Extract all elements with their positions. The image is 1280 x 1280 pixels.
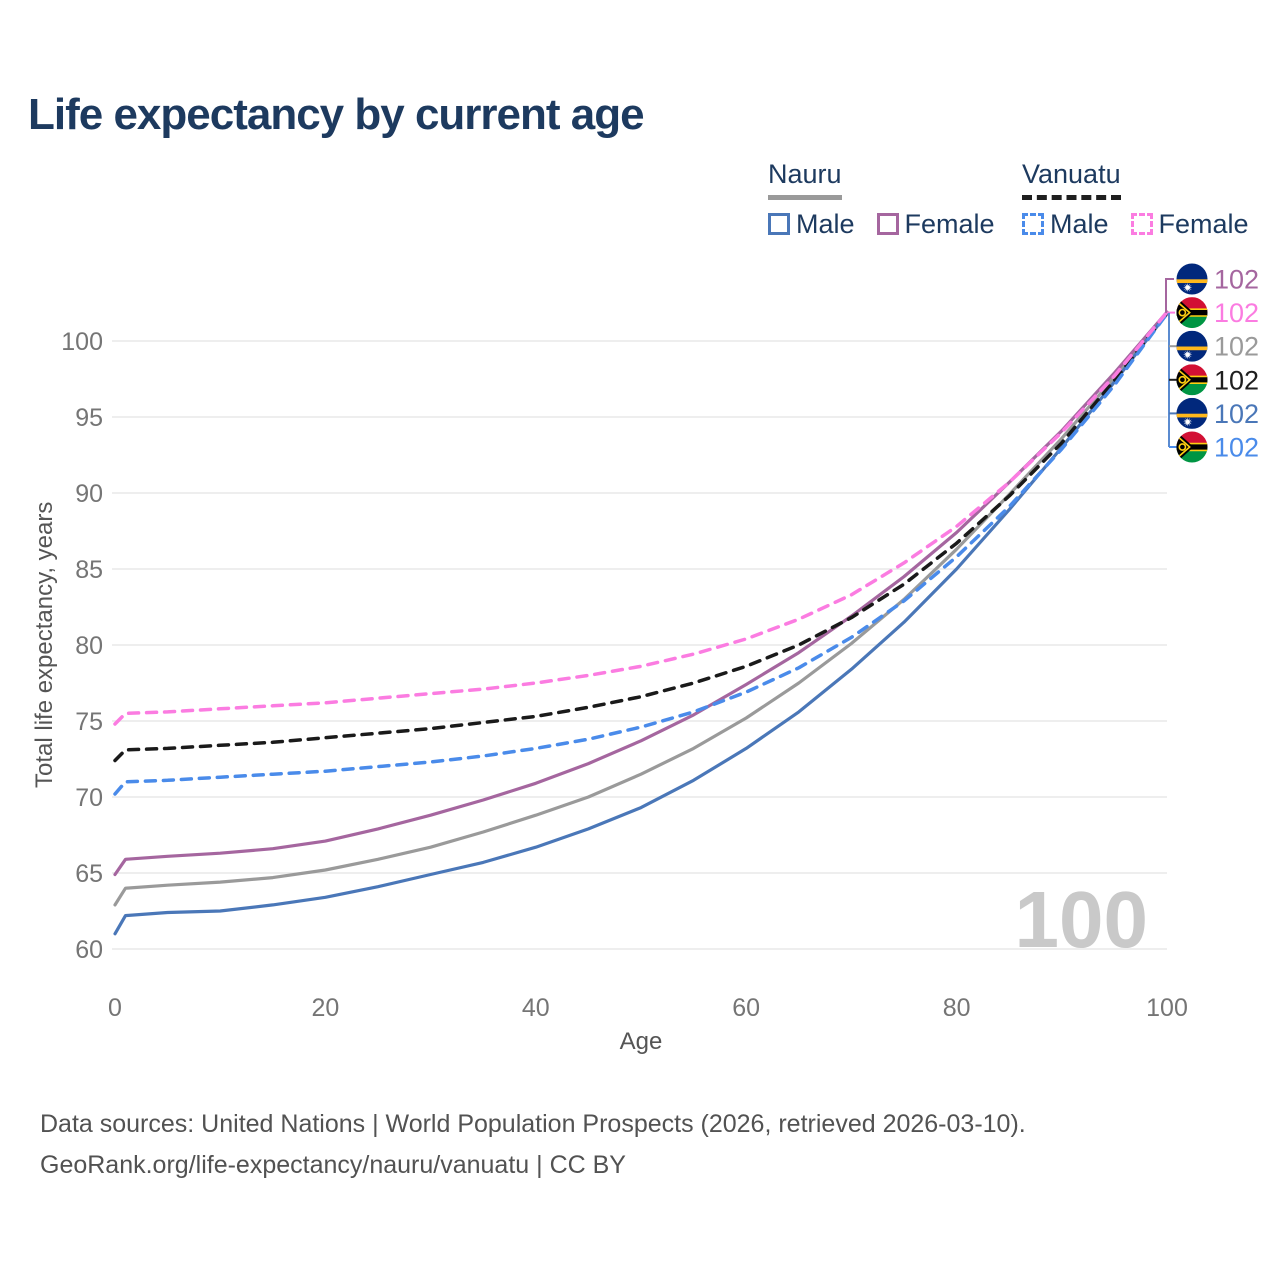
y-tick-label: 60 [75, 936, 103, 964]
end-label-value: 102 [1214, 332, 1259, 362]
y-tick-label: 70 [75, 784, 103, 812]
vanuatu-flag-icon [1176, 297, 1208, 329]
footer: Data sources: United Nations | World Pop… [40, 1104, 1026, 1185]
legend-item-vanuatu-female[interactable]: Female [1130, 208, 1249, 240]
y-tick-label: 90 [75, 480, 103, 508]
legend-item-label: Female [904, 208, 995, 239]
vanuatu-flag-icon [1176, 364, 1208, 396]
nauru-flag-icon [1176, 330, 1208, 362]
x-tick-label: 40 [522, 994, 550, 1022]
series-nauru-male [113, 312, 1169, 936]
legend-country-nauru[interactable]: Nauru [768, 159, 842, 200]
series-nauru-female [113, 310, 1169, 877]
y-tick-label: 95 [75, 404, 103, 432]
series-vanuatu-total [113, 311, 1169, 763]
page-title: Life expectancy by current age [28, 90, 645, 139]
legend-item-nauru-female[interactable]: Female [876, 208, 995, 240]
leader-line [1165, 278, 1174, 313]
vanuatu-male-swatch-icon [1022, 213, 1044, 236]
nauru-male-swatch-icon [768, 213, 790, 236]
legend-item-label: Male [796, 208, 855, 239]
series-vanuatu-female [113, 310, 1169, 726]
vanuatu-flag-icon [1176, 431, 1208, 463]
y-tick-label: 80 [75, 632, 103, 660]
vanuatu-female-swatch-icon [1130, 213, 1153, 236]
x-tick-label: 100 [1146, 994, 1188, 1022]
end-label-value: 102 [1214, 399, 1259, 429]
nauru-flag-icon [1176, 263, 1208, 295]
end-label-row-nauru-total: 102 [1176, 330, 1259, 362]
end-label-value: 102 [1214, 433, 1259, 463]
series-vanuatu-male [113, 311, 1169, 796]
nauru-female-swatch-icon [876, 213, 899, 236]
y-tick-label: 75 [75, 708, 103, 736]
footer-source-url: GeoRank.org/life-expectancy/nauru/vanuat… [40, 1150, 626, 1179]
legend-item-vanuatu-male[interactable]: Male [1022, 209, 1109, 240]
x-tick-label: 0 [108, 994, 122, 1022]
y-tick-label: 85 [75, 556, 103, 584]
legend-item-label: Male [1050, 208, 1109, 239]
x-tick-label: 60 [732, 994, 760, 1022]
legend-item-nauru-male[interactable]: Male [768, 209, 855, 240]
footer-data-sources: Data sources: United Nations | World Pop… [40, 1110, 1026, 1138]
end-label-value: 102 [1214, 265, 1259, 295]
end-label-row-nauru-male: 102 [1176, 397, 1259, 429]
legend-group-vanuatu: Vanuatu Male Female [1022, 159, 1249, 240]
end-label-value: 102 [1214, 298, 1259, 328]
series-nauru-total [113, 312, 1169, 907]
age-counter-watermark: 100 [1015, 875, 1148, 964]
legend-item-label: Female [1158, 208, 1249, 239]
nauru-flag-icon [1176, 397, 1208, 429]
y-tick-label: 100 [61, 328, 103, 356]
x-tick-label: 80 [943, 994, 971, 1022]
end-label-row-nauru-female: 102 [1176, 263, 1259, 295]
end-label-value: 102 [1214, 365, 1259, 395]
y-tick-label: 65 [75, 860, 103, 888]
end-label-row-vanuatu-male: 102 [1176, 431, 1259, 463]
legend-group-nauru: Nauru Male Female [768, 159, 995, 240]
end-label-row-vanuatu-female: 102 [1176, 297, 1259, 329]
x-tick-label: 20 [311, 994, 339, 1022]
end-label-row-vanuatu-total: 102 [1176, 364, 1259, 396]
x-axis-title: Age [619, 1028, 663, 1055]
legend-country-vanuatu[interactable]: Vanuatu [1022, 159, 1121, 200]
